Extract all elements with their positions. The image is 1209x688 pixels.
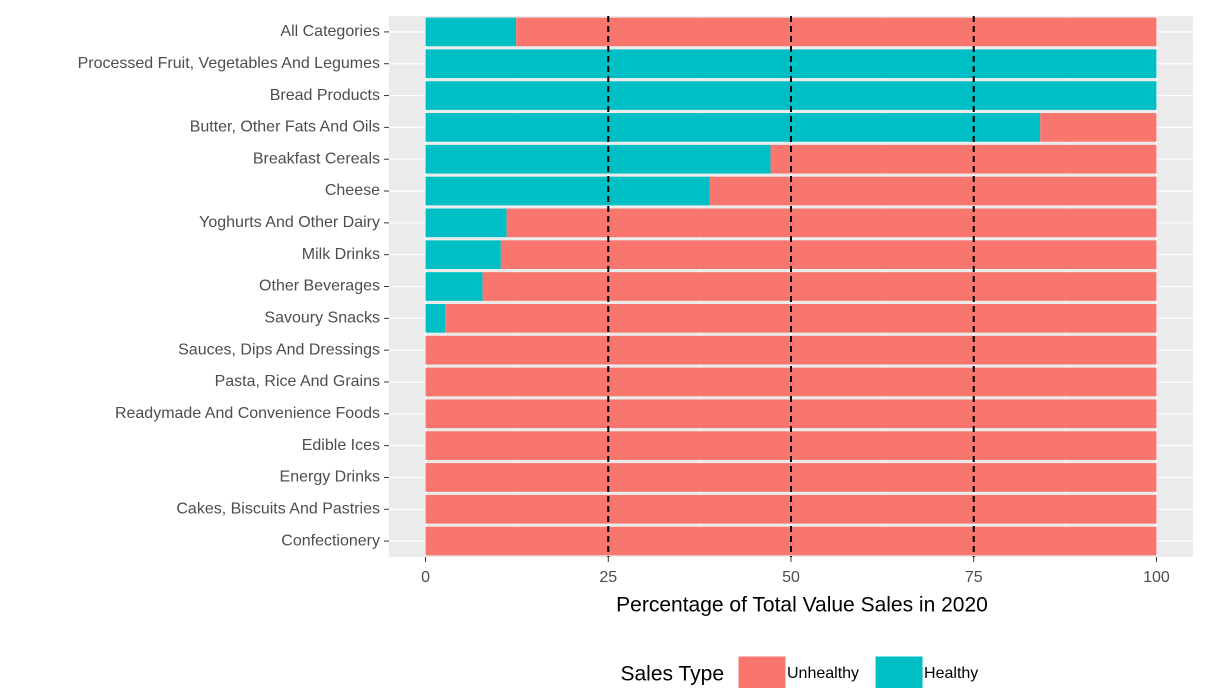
bar-segment — [770, 144, 1157, 174]
bar-segment — [425, 240, 501, 269]
bar-segment — [425, 399, 1157, 429]
x-tick-label: 0 — [421, 569, 430, 586]
bar-segment — [425, 208, 507, 238]
bar-segment — [425, 431, 1157, 460]
y-tick-label: Other Beverages — [259, 278, 380, 295]
bar-segment — [425, 113, 1041, 142]
y-tick-label: Yoghurts And Other Dairy — [199, 214, 380, 231]
legend-label: Healthy — [924, 665, 978, 682]
y-tick-label: Cheese — [325, 182, 380, 199]
bar-segment — [445, 304, 1157, 333]
legend-label: Unhealthy — [787, 665, 859, 682]
x-tick-label: 50 — [782, 569, 800, 586]
bar-segment — [425, 304, 446, 333]
legend-key — [874, 655, 924, 688]
y-tick-label: Processed Fruit, Vegetables And Legumes — [78, 55, 380, 72]
bar-segment — [425, 81, 1157, 110]
bar-segment — [1040, 113, 1157, 142]
y-tick-label: All Categories — [280, 23, 380, 40]
bar-segment — [425, 272, 483, 301]
y-tick-label: Readymade And Convenience Foods — [115, 405, 380, 422]
y-tick-label: Savoury Snacks — [264, 310, 380, 327]
y-tick-label: Energy Drinks — [280, 469, 380, 486]
bar-segment — [425, 176, 710, 206]
bar-segment — [425, 17, 517, 47]
x-axis-title: Percentage of Total Value Sales in 2020 — [616, 594, 988, 617]
bar-segment — [516, 17, 1157, 47]
y-tick-label: Breakfast Cereals — [253, 150, 380, 167]
y-tick-label: Cakes, Biscuits And Pastries — [176, 500, 380, 517]
legend-key — [737, 655, 787, 688]
y-tick-label: Edible Ices — [302, 437, 380, 454]
y-tick-label: Butter, Other Fats And Oils — [190, 119, 380, 136]
y-tick-label: Pasta, Rice And Grains — [215, 373, 380, 390]
x-tick-label: 25 — [599, 569, 617, 586]
bar-segment — [500, 240, 1157, 269]
bar-segment — [425, 49, 1157, 79]
bar-segment — [506, 208, 1157, 238]
y-tick-label: Milk Drinks — [302, 246, 380, 263]
x-tick-label: 100 — [1143, 569, 1170, 586]
x-tick-label: 75 — [965, 569, 983, 586]
y-tick-label: Sauces, Dips And Dressings — [178, 341, 380, 358]
bar-segment — [425, 144, 771, 174]
y-tick-label: Bread Products — [270, 87, 380, 104]
legend-title: Sales Type — [620, 663, 724, 686]
bar-segment — [482, 272, 1157, 301]
bar-segment — [709, 176, 1157, 206]
y-tick-label: Confectionery — [281, 532, 380, 549]
